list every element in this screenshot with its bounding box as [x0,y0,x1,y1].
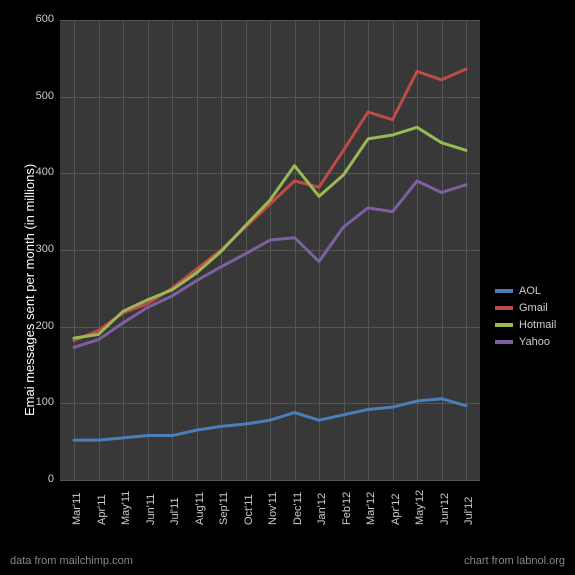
series-line-aol [74,399,466,440]
legend-item-yahoo: Yahoo [495,336,556,348]
legend-item-gmail: Gmail [495,302,556,314]
series-line-hotmail [74,127,466,338]
legend: AOL Gmail Hotmail Yahoo [495,280,556,353]
footer-source: data from mailchimp.com [10,555,133,567]
legend-label: Gmail [519,302,548,314]
legend-label: AOL [519,285,541,297]
legend-swatch [495,340,513,344]
line-series-svg [0,0,575,575]
legend-swatch [495,306,513,310]
legend-swatch [495,323,513,327]
legend-label: Hotmail [519,319,556,331]
footer-credit: chart from labnol.org [464,555,565,567]
chart-container: Emai messages sent per month (in million… [0,0,575,575]
legend-label: Yahoo [519,336,550,348]
series-line-gmail [74,69,466,340]
legend-swatch [495,289,513,293]
legend-item-aol: AOL [495,285,556,297]
legend-item-hotmail: Hotmail [495,319,556,331]
